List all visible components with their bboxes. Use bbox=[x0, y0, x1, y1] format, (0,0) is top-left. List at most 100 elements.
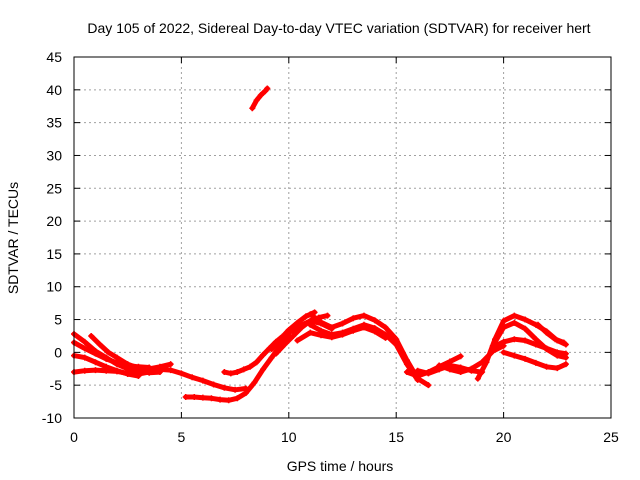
data-point bbox=[103, 363, 110, 370]
data-point bbox=[328, 324, 335, 331]
data-point bbox=[294, 319, 301, 326]
series-arc-night-4 bbox=[500, 349, 569, 372]
data-point bbox=[403, 361, 410, 368]
series-arc-early-3 bbox=[88, 332, 174, 372]
series-group bbox=[71, 85, 569, 404]
data-point bbox=[103, 355, 110, 362]
data-point bbox=[92, 367, 99, 374]
data-point bbox=[189, 374, 196, 381]
data-point bbox=[105, 349, 112, 356]
data-point bbox=[88, 332, 95, 339]
data-point bbox=[500, 349, 507, 356]
data-point bbox=[146, 369, 153, 376]
data-point bbox=[382, 334, 389, 341]
series-arc-night-3 bbox=[489, 336, 569, 357]
data-point bbox=[249, 105, 256, 112]
data-point bbox=[543, 329, 550, 336]
data-point bbox=[113, 367, 120, 374]
data-point bbox=[281, 341, 288, 348]
y-tick-label: 10 bbox=[46, 279, 62, 295]
plot-frame bbox=[73, 56, 612, 419]
data-point bbox=[562, 361, 569, 368]
data-point bbox=[234, 395, 241, 402]
data-point bbox=[328, 334, 335, 341]
data-point bbox=[178, 370, 185, 377]
data-point bbox=[124, 371, 131, 378]
series-arc-noon-3 bbox=[294, 324, 389, 344]
series-trace bbox=[490, 320, 569, 361]
series-arc-high bbox=[249, 85, 271, 112]
data-point bbox=[240, 366, 247, 373]
y-axis-label: SDTVAR / TECUs bbox=[5, 182, 21, 294]
data-point bbox=[425, 370, 432, 377]
series-arc-night-1 bbox=[474, 312, 569, 382]
data-point bbox=[277, 336, 284, 343]
y-tick-label: 15 bbox=[46, 246, 62, 262]
series-arc-early-5 bbox=[71, 352, 142, 379]
data-point bbox=[135, 365, 142, 372]
data-point bbox=[350, 327, 357, 334]
data-point bbox=[210, 381, 217, 388]
y-tick-label: 35 bbox=[46, 115, 62, 131]
data-point bbox=[124, 361, 131, 368]
data-point bbox=[511, 336, 518, 343]
data-point bbox=[96, 341, 103, 348]
data-point bbox=[560, 339, 567, 346]
data-point bbox=[474, 375, 481, 382]
data-point bbox=[113, 359, 120, 366]
data-point bbox=[217, 396, 224, 403]
data-point bbox=[290, 332, 297, 339]
data-point bbox=[81, 367, 88, 374]
data-point bbox=[446, 366, 453, 373]
data-point bbox=[251, 379, 258, 386]
data-point bbox=[543, 345, 550, 352]
data-point bbox=[554, 365, 561, 372]
data-point bbox=[268, 346, 275, 353]
data-point bbox=[272, 350, 279, 357]
series-arc-night-5 bbox=[534, 321, 567, 346]
data-point bbox=[221, 369, 228, 376]
data-point bbox=[371, 328, 378, 335]
data-point bbox=[232, 386, 239, 393]
data-point bbox=[167, 367, 174, 374]
data-point bbox=[285, 327, 292, 334]
data-point bbox=[500, 338, 507, 345]
data-point bbox=[483, 359, 490, 366]
data-point bbox=[554, 349, 561, 356]
tick-group: 0 5 10 15 20 25 -10 -5 0 5 10 15 20 25 30 35 40 45 bbox=[42, 49, 619, 445]
data-point bbox=[350, 315, 357, 322]
data-point bbox=[468, 365, 475, 372]
data-point bbox=[457, 369, 464, 376]
data-point bbox=[382, 324, 389, 331]
data-point bbox=[393, 341, 400, 348]
data-point bbox=[511, 319, 518, 326]
data-point bbox=[562, 350, 569, 357]
data-point bbox=[199, 377, 206, 384]
data-point bbox=[225, 397, 232, 404]
data-point bbox=[268, 354, 275, 361]
data-point bbox=[414, 372, 421, 379]
data-point bbox=[81, 354, 88, 361]
data-point bbox=[339, 331, 346, 338]
data-point bbox=[532, 341, 539, 348]
data-point bbox=[318, 319, 325, 326]
x-tick-label: 20 bbox=[496, 429, 512, 445]
y-tick-label: 25 bbox=[46, 180, 62, 196]
x-axis-label: GPS time / hours bbox=[287, 458, 394, 474]
data-point bbox=[253, 359, 260, 366]
data-point bbox=[81, 338, 88, 345]
data-point bbox=[294, 337, 301, 344]
data-point bbox=[500, 317, 507, 324]
series-trace bbox=[535, 322, 567, 345]
data-point bbox=[92, 350, 99, 357]
data-point bbox=[414, 367, 421, 374]
data-point bbox=[318, 332, 325, 339]
data-point bbox=[208, 395, 215, 402]
data-point bbox=[182, 393, 189, 400]
data-point bbox=[457, 353, 464, 360]
data-point bbox=[199, 394, 206, 401]
data-point bbox=[260, 351, 267, 358]
data-point bbox=[522, 355, 529, 362]
data-point bbox=[135, 372, 142, 379]
